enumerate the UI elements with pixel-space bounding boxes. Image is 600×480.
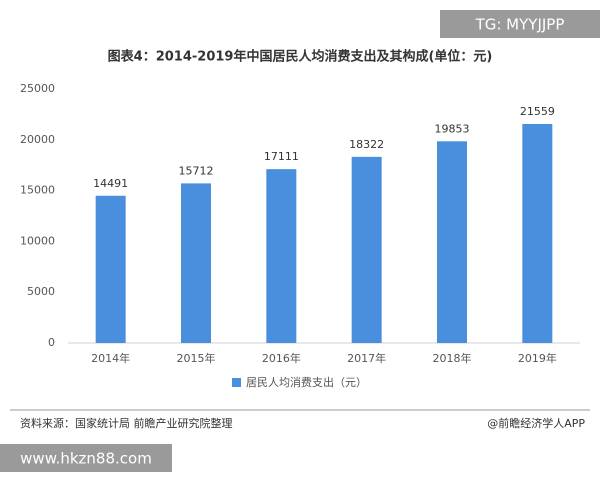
value-label: 15712	[179, 164, 214, 177]
y-tick-label: 10000	[20, 234, 55, 247]
value-label: 17111	[264, 150, 299, 163]
x-tick-label: 2019年	[518, 351, 557, 365]
credit: @前瞻经济学人APP	[487, 416, 585, 430]
bar	[95, 195, 126, 343]
legend-swatch	[232, 378, 241, 387]
site-box	[0, 444, 172, 472]
value-label: 21559	[520, 105, 555, 118]
y-tick-label: 20000	[20, 133, 55, 146]
bar	[437, 141, 467, 343]
x-tick-label: 2016年	[262, 351, 301, 365]
x-tick-label: 2017年	[347, 351, 386, 365]
y-tick-label: 5000	[27, 285, 55, 298]
value-label: 14491	[93, 177, 128, 190]
y-tick-label: 25000	[20, 82, 55, 95]
value-label: 18322	[349, 138, 384, 151]
value-label: 19853	[435, 122, 470, 135]
y-tick-label: 15000	[20, 184, 55, 197]
tag: TG: MYYJJPP	[475, 16, 565, 34]
source: 资料来源：国家统计局 前瞻产业研究院整理	[20, 416, 233, 430]
bar	[522, 123, 553, 343]
bar	[351, 156, 382, 343]
tag-box	[440, 10, 600, 38]
bar	[181, 183, 211, 343]
bar	[266, 169, 297, 343]
x-tick-label: 2014年	[91, 351, 130, 365]
x-tick-label: 2018年	[433, 351, 472, 365]
chart-title: 图表4：2014-2019年中国居民人均消费支出及其构成(单位：元)	[108, 49, 493, 65]
legend-label: 居民人均消费支出（元）	[246, 375, 367, 389]
x-tick-label: 2015年	[177, 351, 216, 365]
y-tick-label: 0	[48, 336, 55, 349]
site: www.hkzn88.com	[20, 450, 152, 468]
